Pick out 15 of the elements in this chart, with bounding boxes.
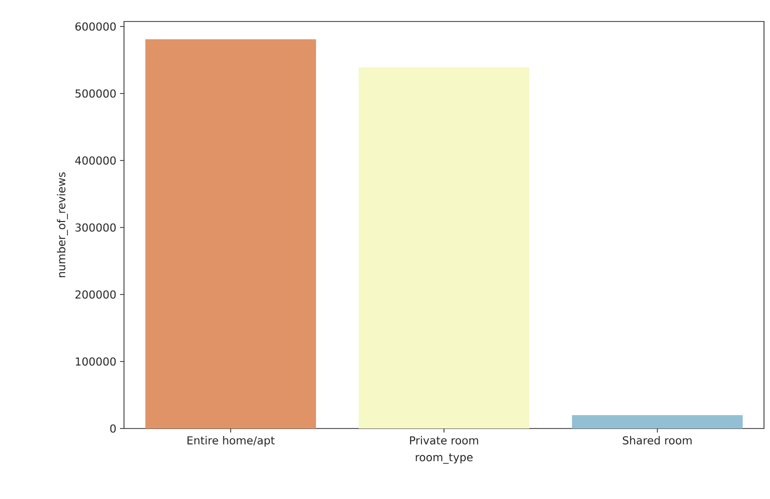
- bar: [145, 39, 316, 428]
- bar: [358, 67, 530, 428]
- y-tick-label: 0: [110, 424, 116, 433]
- y-axis-title: number_of_reviews: [56, 172, 68, 278]
- x-axis-title: room_type: [416, 453, 473, 464]
- y-tick-label: 200000: [75, 290, 116, 299]
- bar: [572, 415, 743, 428]
- y-tick-label: 400000: [75, 156, 116, 165]
- y-tick-label: 100000: [76, 357, 116, 366]
- y-tick-label: 500000: [76, 89, 116, 98]
- x-tick-label: Shared room: [622, 436, 692, 444]
- y-tick-label: 600000: [75, 22, 116, 31]
- y-tick-label: 300000: [75, 223, 116, 232]
- x-tick-label: Entire home/apt: [188, 436, 275, 447]
- x-tick-label: Private room: [410, 436, 478, 444]
